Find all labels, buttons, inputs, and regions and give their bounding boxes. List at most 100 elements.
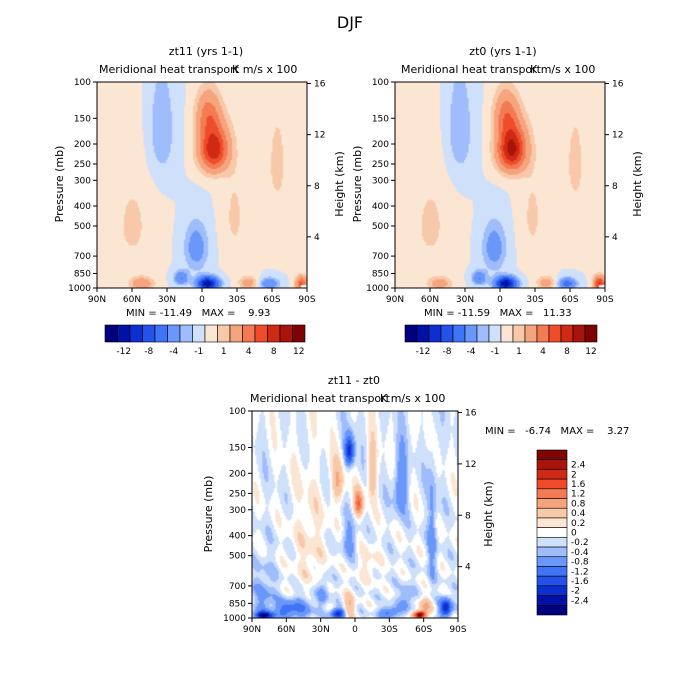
panel-difference: zt11 - zt0 Meridional heat transport K m…: [202, 374, 629, 635]
colorbar-label: 2: [571, 470, 577, 480]
colorbar-swatch: [440, 324, 454, 343]
colorbar-swatch: [536, 507, 568, 519]
x-tick-label: 0: [199, 295, 205, 305]
y-axis-label-right: Height (km): [482, 481, 495, 547]
x-tick-label: 60N: [277, 625, 295, 635]
panel-stats: MIN = -6.74 MAX = 3.27: [485, 426, 629, 437]
colorbar-swatch: [524, 324, 538, 343]
colorbar-label: 4: [540, 347, 546, 357]
y-tick-label: 700: [74, 252, 91, 262]
y-tick-label: 500: [229, 552, 246, 562]
colorbar-label: -8: [144, 347, 153, 357]
y-tick-label: 300: [229, 506, 246, 516]
colorbar-swatch: [536, 449, 568, 461]
y-tick-label: 300: [74, 176, 91, 186]
x-tick-label: 30N: [158, 295, 176, 305]
colorbar-label: 1: [516, 347, 522, 357]
y-tick-label: 250: [74, 160, 91, 170]
x-tick-label: 90S: [449, 625, 466, 635]
y-tick-label: 100: [74, 78, 91, 88]
colorbar-swatch: [536, 488, 568, 499]
y-axis-label-right: Height (km): [631, 151, 644, 217]
colorbar-swatch: [536, 546, 568, 558]
y-right-tick-label: 12: [314, 131, 325, 141]
panel-stats: MIN = -11.49 MAX = 9.93: [126, 308, 270, 319]
colorbar: -12 -8 -4 -1 1 4 8 12: [104, 324, 306, 357]
colorbar-swatch: [142, 324, 156, 343]
x-tick-label: 0: [497, 295, 503, 305]
x-tick-label: 90N: [88, 295, 106, 305]
colorbar-label: 1.2: [571, 490, 585, 500]
colorbar-swatch: [536, 595, 568, 606]
x-tick-label: 30S: [381, 625, 398, 635]
y-tick-label: 1000: [68, 284, 91, 294]
colorbar-label: 12: [585, 347, 596, 357]
y-tick-label: 500: [372, 222, 389, 232]
x-tick-label: 60S: [561, 295, 578, 305]
colorbar-label: 1.6: [571, 480, 586, 490]
y-axis-label: Pressure (mb): [53, 146, 66, 223]
colorbar-swatch: [192, 324, 206, 343]
y-tick-label: 100: [372, 78, 389, 88]
panel-title: zt11 - zt0: [328, 374, 380, 387]
y-tick-label: 250: [372, 160, 389, 170]
figure-title: DJF: [337, 13, 363, 32]
panel-title: zt11 (yrs 1-1): [169, 45, 243, 58]
colorbar-swatch: [229, 324, 243, 343]
x-tick-label: 30S: [526, 295, 543, 305]
colorbar-swatch: [154, 324, 168, 343]
colorbar-label: -4: [169, 347, 178, 357]
contour-field: [252, 411, 458, 618]
colorbar-label: -0.2: [571, 538, 589, 548]
contour-plot: 90N 60N 30N 0 30S 60S 90S 100 150 200 250 300 400 500…: [223, 407, 477, 635]
contour-plot: 90N 60N 30N 0 30S 60S 90S 100 150 200 250 300 400 500…: [68, 78, 326, 305]
y-axis-label-right: Height (km): [333, 151, 346, 217]
colorbar-swatch: [536, 324, 550, 343]
colorbar-swatch: [452, 324, 466, 343]
y-tick-label: 850: [229, 599, 246, 609]
y-right-tick-label: 4: [465, 563, 471, 573]
colorbar-swatch: [512, 324, 526, 343]
panel-units: K m/s x 100: [380, 392, 445, 405]
colorbar-swatch: [536, 478, 568, 490]
panel-subtitle: Meridional heat transport: [250, 392, 391, 405]
colorbar-label: 2.4: [571, 461, 586, 471]
y-right-tick-label: 12: [612, 131, 623, 141]
colorbar-swatch: [536, 459, 568, 470]
contour-field: [97, 82, 307, 288]
y-tick-label: 150: [229, 443, 246, 453]
y-right-tick-label: 8: [314, 182, 320, 192]
colorbar-swatch: [292, 324, 306, 343]
panel-subtitle: Meridional heat transport: [401, 63, 542, 76]
colorbar-swatch: [536, 556, 568, 567]
colorbar-swatch: [416, 324, 430, 343]
y-tick-label: 850: [74, 269, 91, 279]
panel-units: K m/s x 100: [232, 63, 297, 76]
x-tick-label: 60S: [415, 625, 432, 635]
colorbar-label: -0.8: [571, 558, 589, 568]
y-tick-label: 850: [372, 269, 389, 279]
colorbar-label: -1.2: [571, 567, 589, 577]
colorbar-swatch: [476, 324, 490, 343]
colorbar-swatch: [129, 324, 143, 343]
panel-units: K m/s x 100: [530, 63, 595, 76]
x-tick-label: 90S: [596, 295, 613, 305]
colorbar-label: -4: [467, 347, 476, 357]
y-tick-label: 200: [229, 469, 246, 479]
y-tick-label: 150: [74, 114, 91, 124]
colorbar-swatch: [572, 324, 586, 343]
colorbar-label: -1: [491, 347, 500, 357]
colorbar-label: -12: [416, 347, 431, 357]
y-tick-label: 300: [372, 176, 389, 186]
y-tick-label: 400: [372, 202, 389, 212]
colorbar-swatch: [204, 324, 218, 343]
colorbar-label: 4: [246, 347, 252, 357]
y-right-tick-label: 4: [612, 233, 618, 243]
x-tick-label: 90N: [243, 625, 261, 635]
y-tick-label: 100: [229, 407, 246, 417]
colorbar-label: 0.2: [571, 519, 585, 529]
colorbar-swatch: [560, 324, 574, 343]
colorbar-label: 1: [221, 347, 227, 357]
y-right-tick-label: 8: [465, 511, 471, 521]
contour-plot: 90N 60N 30N 0 30S 60S 90S 100 150 200 250 300 400 500…: [366, 78, 624, 305]
